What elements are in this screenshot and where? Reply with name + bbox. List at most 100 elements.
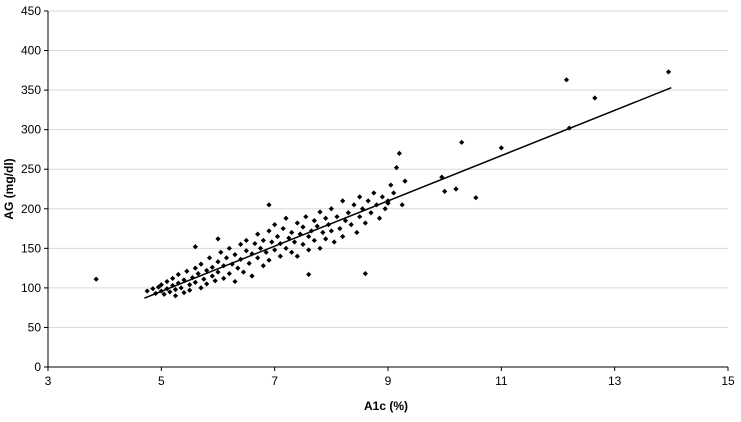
y-tick-label: 350 [21,83,41,97]
data-point [396,150,402,156]
data-point [155,284,162,290]
data-point [181,290,187,296]
data-point [314,223,320,229]
data-point [266,228,272,234]
x-tick-label: 11 [495,374,508,388]
data-point [393,165,400,171]
data-point [283,245,289,251]
data-point [391,190,397,196]
x-tick-label: 15 [721,374,735,388]
data-point [357,194,363,200]
data-point [303,214,309,220]
data-point [235,265,241,271]
data-point [340,198,346,204]
data-point [175,280,181,286]
data-point [158,282,164,288]
data-point [317,209,323,215]
data-point [255,255,261,261]
data-point [592,95,598,101]
data-point [459,139,465,145]
data-point [328,206,334,212]
data-point [232,278,238,285]
data-point [280,225,286,232]
data-point [212,278,218,284]
data-point [209,273,215,279]
data-point [257,245,264,251]
data-point [249,273,255,279]
y-tick-label: 50 [28,320,42,334]
data-point [334,214,340,220]
data-point [189,275,196,281]
data-point [277,253,283,259]
data-point [238,241,244,247]
data-point [306,247,312,253]
data-point [382,206,388,212]
data-point [289,249,295,255]
data-point [342,218,349,224]
y-tick-label: 300 [21,123,41,137]
data-point [260,237,266,244]
data-point [192,265,198,271]
data-point [178,285,184,291]
y-axis-title: AG (mg/dl) [2,158,16,219]
data-point [289,229,295,236]
data-point [266,257,272,263]
data-point [340,233,346,240]
data-point [348,222,354,228]
y-tick-label: 250 [21,162,41,176]
data-point [204,267,210,274]
data-point [269,239,275,245]
axes [44,10,729,371]
data-point [252,240,258,247]
data-point [351,202,357,208]
data-point [215,236,221,242]
data-point [175,271,181,278]
data-point [297,231,303,237]
trendline-layer [144,87,672,299]
data-point [328,228,334,234]
data-point [317,245,323,251]
data-point [170,275,176,281]
data-point [164,278,170,285]
data-point [291,239,298,245]
data-point [365,198,371,204]
data-point [161,291,167,297]
data-point [453,186,459,192]
data-point [379,194,385,200]
data-point [294,220,300,226]
data-point [221,275,227,281]
data-point [306,271,312,278]
data-point [192,279,198,285]
gridlines [48,10,728,328]
y-tick-label: 450 [21,4,41,18]
data-point [266,202,272,208]
data-point [229,261,235,267]
data-point [354,229,360,236]
data-point [255,231,261,237]
data-point [665,69,672,75]
data-point [331,239,337,245]
data-point [371,190,377,196]
data-point [368,210,374,216]
data-point [223,255,230,261]
data-point [198,261,204,267]
data-point [215,259,221,265]
x-tick-label: 3 [45,374,52,388]
data-point [218,249,224,255]
data-point [226,245,232,251]
data-point [323,236,329,242]
data-point [93,276,99,282]
data-point [388,182,394,188]
data-point [187,287,193,293]
x-axis-title: A1c (%) [364,399,408,413]
data-point [195,271,201,277]
data-point [473,195,479,201]
data-point [274,233,281,240]
x-tick-label: 7 [271,374,278,388]
data-points [93,69,672,299]
data-point [263,249,269,255]
data-point [192,244,198,250]
data-point [249,251,255,257]
data-point [272,222,278,228]
